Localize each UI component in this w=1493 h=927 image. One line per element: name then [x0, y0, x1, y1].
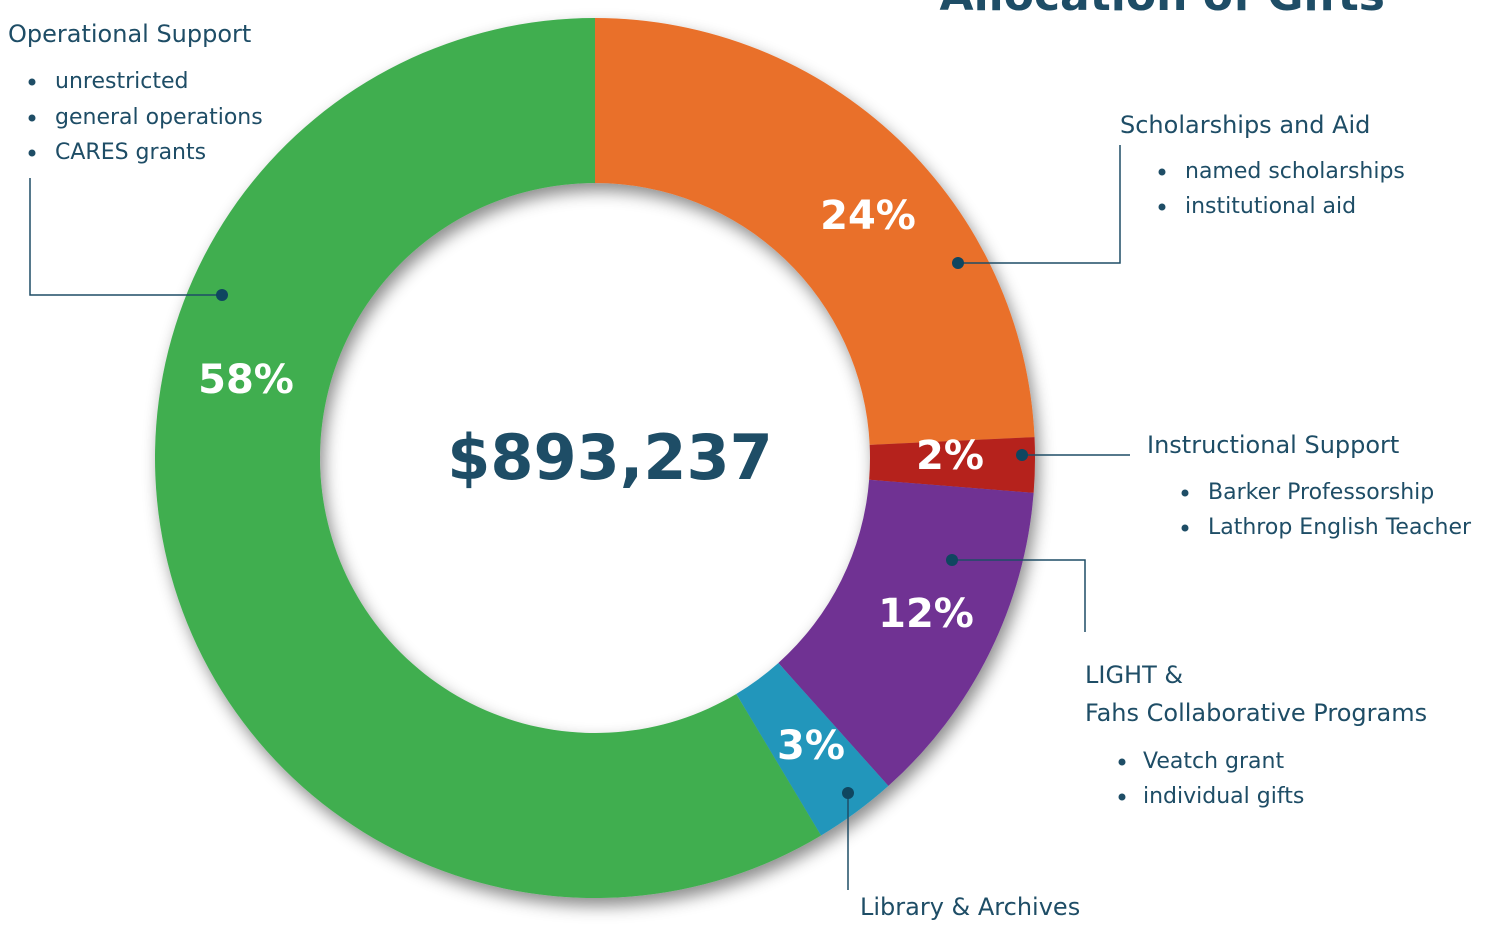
slice — [154, 18, 822, 898]
value-label: 2% — [916, 433, 984, 479]
bullet-text: unrestricted — [55, 69, 188, 94]
category-label: Instructional Support — [1147, 431, 1399, 459]
leader-dot — [216, 289, 228, 301]
leader-line — [958, 145, 1121, 264]
chart-title: Allocation of Gifts — [940, 0, 1385, 21]
slice — [869, 437, 1035, 493]
category-label: LIGHT & — [1085, 661, 1183, 689]
leader-dot — [946, 554, 958, 566]
category-label: Fahs Collaborative Programs — [1085, 699, 1427, 727]
bullet-dot — [1118, 758, 1126, 766]
slice — [595, 18, 1035, 445]
value-label: 3% — [777, 723, 845, 769]
slice — [778, 479, 1034, 786]
bullet-text: Barker Professorship — [1208, 480, 1434, 505]
bullet-dot — [1118, 793, 1126, 801]
bullet-dot — [28, 149, 36, 157]
bullet-text: named scholarships — [1185, 159, 1405, 184]
value-label: 12% — [878, 591, 974, 637]
category-label: Operational Support — [8, 20, 251, 48]
bullet-text: Lathrop English Teacher — [1208, 515, 1472, 540]
bullet-text: individual gifts — [1143, 784, 1304, 809]
bullet-text: CARES grants — [55, 140, 206, 165]
leader-line — [952, 559, 1086, 632]
bullet-text: Veatch grant — [1143, 749, 1284, 774]
bullet-text: general operations — [55, 105, 263, 130]
bullet-dot — [1158, 168, 1166, 176]
bullet-dot — [1158, 203, 1166, 211]
leader-dot — [842, 787, 854, 799]
total-label: $893,237 — [447, 421, 773, 494]
leader-line — [29, 178, 222, 296]
bullet-dot — [28, 114, 36, 122]
bullet-dot — [1181, 489, 1189, 497]
leader-dot — [952, 257, 964, 269]
category-label: Library & Archives — [860, 893, 1080, 921]
bullet-text: institutional aid — [1185, 194, 1356, 219]
value-label: 58% — [198, 357, 294, 403]
bullet-dot — [1181, 524, 1189, 532]
value-label: 24% — [820, 193, 916, 239]
leader-dot — [1016, 449, 1028, 461]
category-label: Scholarships and Aid — [1120, 111, 1370, 139]
bullet-dot — [28, 78, 36, 86]
